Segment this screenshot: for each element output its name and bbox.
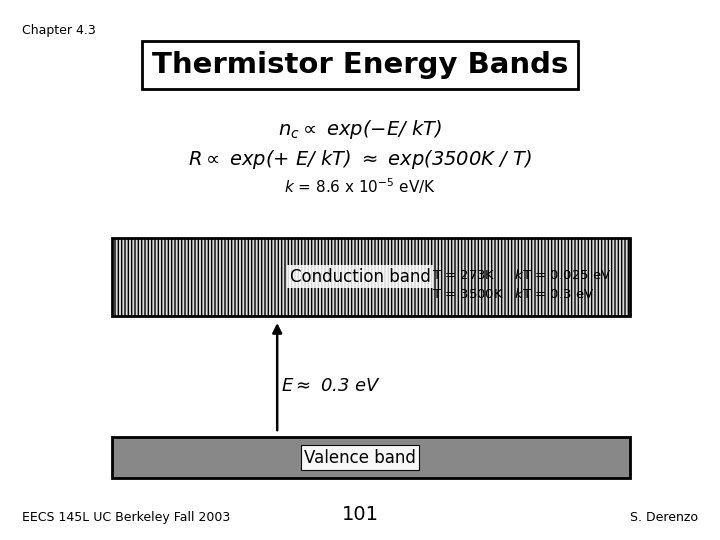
- Bar: [112, 437, 630, 478]
- Text: $R\propto$ exp(+ $E$/ $kT$) $\approx$ exp(3500$K$ / $T$): $R\propto$ exp(+ $E$/ $kT$) $\approx$ ex…: [188, 148, 532, 171]
- Text: 101: 101: [341, 505, 379, 524]
- Text: T = 3500K   $k$T = 0.3 eV: T = 3500K $k$T = 0.3 eV: [432, 287, 594, 301]
- Text: $k$ = 8.6 x 10$^{-5}$ eV/K: $k$ = 8.6 x 10$^{-5}$ eV/K: [284, 177, 436, 196]
- Text: Chapter 4.3: Chapter 4.3: [22, 24, 95, 37]
- Bar: [112, 238, 630, 316]
- Text: S. Derenzo: S. Derenzo: [631, 511, 698, 524]
- Text: Conduction band: Conduction band: [289, 268, 431, 286]
- Text: $E\approx$ 0.3 eV: $E\approx$ 0.3 eV: [281, 377, 381, 395]
- Text: EECS 145L UC Berkeley Fall 2003: EECS 145L UC Berkeley Fall 2003: [22, 511, 230, 524]
- Text: T = 273K     $k$T = 0.025 eV: T = 273K $k$T = 0.025 eV: [432, 268, 611, 282]
- Text: Thermistor Energy Bands: Thermistor Energy Bands: [152, 51, 568, 79]
- Text: $n_c \propto$ exp($-$$E$/ $kT$): $n_c \propto$ exp($-$$E$/ $kT$): [278, 118, 442, 141]
- Text: Valence band: Valence band: [304, 449, 416, 467]
